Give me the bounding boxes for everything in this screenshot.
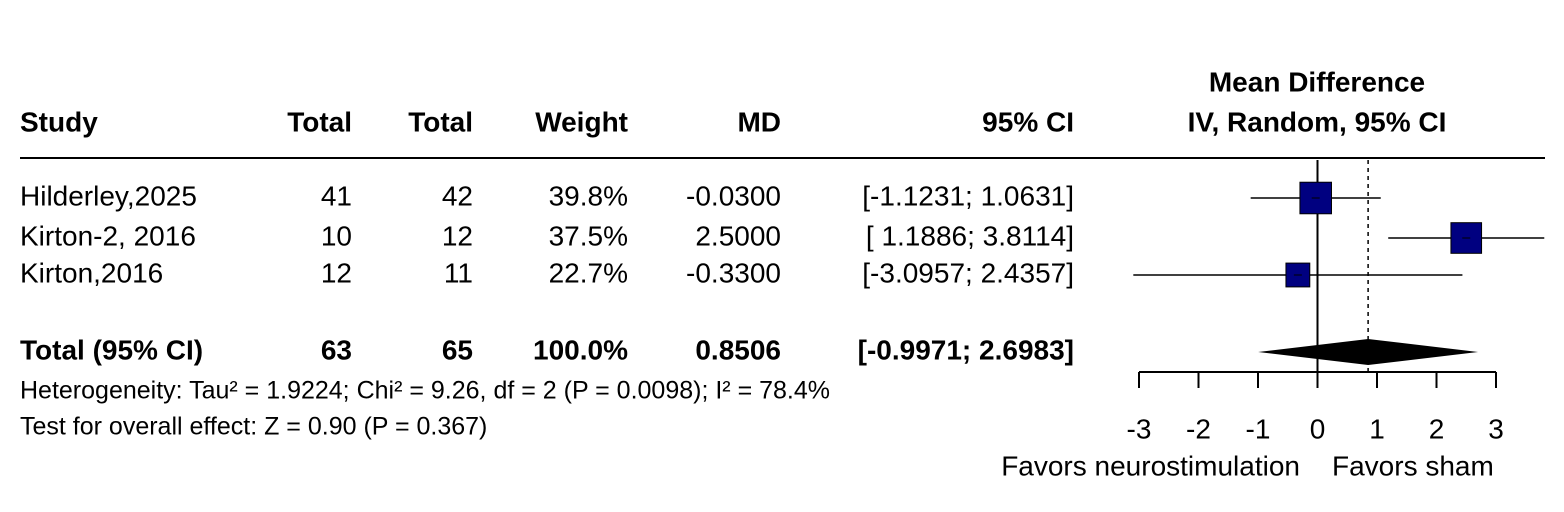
total: 42 — [442, 180, 473, 211]
ci: [-3.0957; 2.4357] — [862, 257, 1074, 288]
column-header: Total — [287, 106, 352, 137]
overall-weight: 100.0% — [533, 334, 628, 365]
x-tick-label: -1 — [1246, 413, 1271, 444]
overall-total: 65 — [442, 334, 473, 365]
x-tick-label: 0 — [1310, 413, 1326, 444]
md: 2.5000 — [695, 220, 781, 251]
plot-title: IV, Random, 95% CI — [1188, 106, 1447, 137]
column-header: 95% CI — [982, 106, 1074, 137]
x-label-right: Favors sham — [1332, 450, 1494, 481]
x-label-left: Favors neurostimulation — [1001, 450, 1300, 481]
weight: 22.7% — [549, 257, 628, 288]
column-header: MD — [737, 106, 781, 137]
overall-ci: [-0.9971; 2.6983] — [858, 334, 1074, 365]
study-name: Hilderley,2025 — [20, 180, 197, 211]
ci: [-1.1231; 1.0631] — [862, 180, 1074, 211]
overall-total: 63 — [321, 334, 352, 365]
weight: 39.8% — [549, 180, 628, 211]
overall-label: Total (95% CI) — [20, 334, 203, 365]
column-header: Weight — [535, 106, 628, 137]
x-tick-label: 1 — [1369, 413, 1385, 444]
md: -0.3300 — [686, 257, 781, 288]
study-name: Kirton-2, 2016 — [20, 220, 196, 251]
column-header: Total — [408, 106, 473, 137]
overall-effect: Test for overall effect: Z = 0.90 (P = 0… — [20, 413, 487, 441]
column-header: Study — [20, 106, 98, 137]
total: 10 — [321, 220, 352, 251]
x-tick-label: -3 — [1127, 413, 1152, 444]
heterogeneity: Heterogeneity: Tau² = 1.9224; Chi² = 9.2… — [20, 377, 830, 405]
overall-md: 0.8506 — [695, 334, 781, 365]
total: 41 — [321, 180, 352, 211]
total: 12 — [442, 220, 473, 251]
x-tick-label: 2 — [1429, 413, 1445, 444]
study-name: Kirton,2016 — [20, 257, 163, 288]
x-tick-label: -2 — [1186, 413, 1211, 444]
x-tick-label: 3 — [1488, 413, 1504, 444]
ci: [ 1.1886; 3.8114] — [866, 220, 1074, 251]
total: 12 — [321, 257, 352, 288]
plot-title: Mean Difference — [1209, 66, 1425, 97]
total: 11 — [444, 257, 473, 288]
weight: 37.5% — [549, 220, 628, 251]
overall-diamond — [1258, 339, 1479, 365]
md: -0.0300 — [686, 180, 781, 211]
